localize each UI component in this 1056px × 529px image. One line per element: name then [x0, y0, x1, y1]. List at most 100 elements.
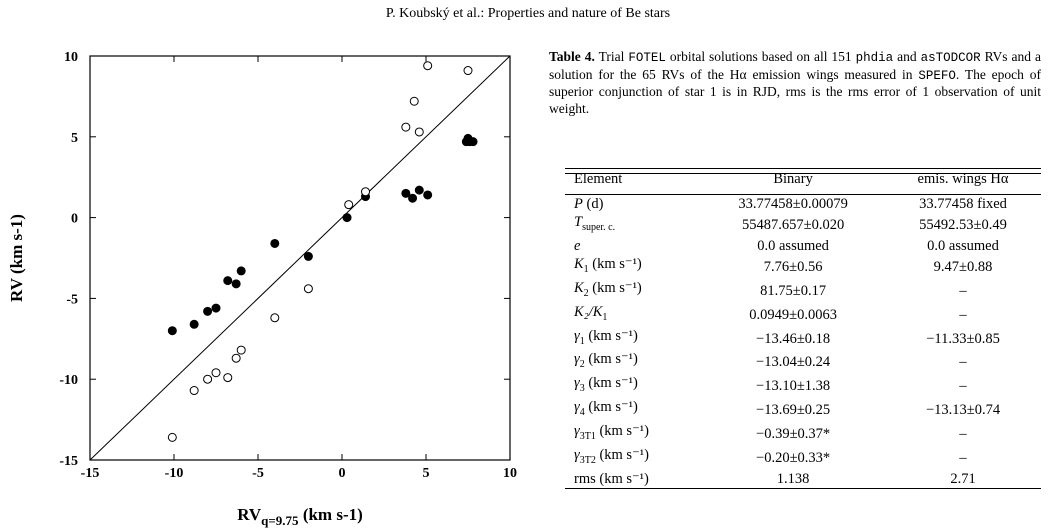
open-point [203, 374, 213, 384]
wings-value: – [959, 378, 967, 395]
filled-point [231, 279, 241, 289]
element-cell: γ1 (km s⁻¹) [565, 327, 701, 351]
element-unit: (km s⁻¹) [584, 351, 638, 368]
element-subscript: 1 [583, 263, 589, 275]
y-tick-label: 0 [71, 212, 78, 227]
caption-label: Table 4. [549, 49, 595, 64]
table-row: P (d) 33.77458±0.00079 33.77458 fixed [565, 195, 1041, 214]
element-symbol: γ [574, 447, 580, 464]
x-tick-label: -5 [252, 466, 264, 481]
filled-point [236, 266, 246, 276]
element-subscript: 1 [602, 311, 608, 323]
open-point [361, 187, 371, 197]
filled-point [270, 238, 280, 248]
caption-code: SPEFO [918, 68, 956, 83]
x-axis-label: RVq=9.75 (km s-1) [237, 505, 363, 528]
binary-value: −0.39±0.37* [756, 426, 831, 443]
column-header-binary: Binary [701, 164, 886, 195]
element-cell: K2 (km s⁻¹) [565, 279, 701, 303]
open-point [303, 284, 313, 294]
wings-value: 55492.53±0.49 [919, 216, 1007, 233]
element-subscript: 3 [579, 383, 585, 395]
caption-text: orbital solutions based on all 151 [665, 49, 856, 64]
filled-point [468, 137, 478, 147]
element-symbol: K₂/K [574, 303, 603, 320]
open-point [223, 373, 233, 383]
caption-code: phdia [855, 51, 894, 65]
x-tick-label: -15 [81, 466, 100, 481]
caption-text: . The epoch of superior conjunction of s… [549, 66, 1041, 116]
open-point [409, 96, 419, 106]
element-subscript: 3T1 [579, 431, 596, 443]
element-cell: γ3 (km s⁻¹) [565, 374, 701, 398]
element-symbol: P [574, 196, 583, 212]
caption-text: and [893, 49, 921, 64]
table-row: K2 (km s⁻¹) 81.75±0.17 – [565, 279, 1041, 303]
table-row: rms (km s⁻¹) 1.138 2.71 [565, 469, 1041, 489]
x-tick-label: 10 [503, 466, 517, 481]
caption-text: Trial [594, 49, 629, 64]
element-unit: (km s⁻¹) [595, 423, 649, 440]
plot-frame [89, 55, 511, 461]
caption-code: asTODCOR [920, 51, 981, 65]
wings-value: 2.71 [885, 469, 1041, 489]
filled-point [211, 303, 221, 313]
y-tick-label: 5 [71, 131, 78, 146]
x-tick-label: 0 [339, 466, 346, 481]
wings-value: 0.0 assumed [927, 237, 999, 254]
open-point [423, 61, 433, 71]
open-point [414, 127, 424, 137]
filled-point [167, 326, 177, 336]
identity-line [89, 55, 511, 461]
binary-value: 55487.657±0.020 [741, 216, 845, 233]
table-row: e 0.0 assumed 0.0 assumed [565, 237, 1041, 255]
binary-value: 0.0 assumed [757, 237, 829, 254]
element-symbol: γ [574, 327, 580, 344]
table-row: γ3T2 (km s⁻¹) −0.20±0.33* – [565, 446, 1041, 470]
open-point [167, 432, 177, 442]
wings-value: 33.77458 fixed [919, 196, 1007, 212]
rv-scatter-plot: -15 -10 -5 0 5 10 -15 -10 -5 0 5 10 RVq=9.75 (km s-1… [7, 50, 517, 528]
filled-point [342, 213, 352, 223]
caption-code: FOTEL [628, 51, 666, 65]
table-row: K₂/K1 0.0949±0.0063 – [565, 303, 1041, 327]
element-cell: γ3T1 (km s⁻¹) [565, 422, 701, 446]
element-unit: (km s⁻¹) [584, 399, 638, 416]
wings-value: – [959, 426, 967, 443]
filled-point [414, 185, 424, 195]
binary-value: 81.75±0.17 [760, 282, 827, 299]
element-unit: (km s⁻¹) [584, 327, 638, 344]
element-unit: (km s⁻¹) [595, 447, 649, 464]
element-cell: K1 (km s⁻¹) [565, 255, 701, 279]
element-cell: P (d) [565, 195, 701, 214]
orbital-solutions-table: Element Binary emis. wings Hα P (d) 33.77… [565, 164, 1041, 489]
element-symbol: γ [574, 375, 580, 392]
element-subscript: 2 [579, 359, 585, 371]
running-header: P. Koubský et al.: Properties and nature… [385, 6, 671, 21]
table-row: K1 (km s⁻¹) 7.76±0.56 9.47±0.88 [565, 255, 1041, 279]
element-subscript: 3T2 [579, 454, 596, 466]
binary-value: −13.46±0.18 [756, 330, 831, 347]
wings-value: −13.13±0.74 [925, 402, 1001, 419]
table-row: Tsuper. c. 55487.657±0.020 55492.53±0.49 [565, 213, 1041, 237]
open-point [344, 200, 354, 210]
y-tick-label: -5 [66, 292, 78, 307]
element-unit: (km s⁻¹) [588, 279, 642, 296]
element-cell: γ4 (km s⁻¹) [565, 398, 701, 422]
element-cell: rms (km s⁻¹) [565, 469, 702, 489]
table-row: γ1 (km s⁻¹) −13.46±0.18 −11.33±0.85 [565, 327, 1041, 351]
open-point [211, 368, 221, 378]
binary-value: 33.77458±0.00079 [738, 196, 848, 212]
binary-value: −13.69±0.25 [756, 402, 831, 419]
table-row: γ3 (km s⁻¹) −13.10±1.38 – [565, 374, 1041, 398]
open-point [463, 66, 473, 76]
wings-value: – [959, 282, 967, 299]
element-symbol: T [574, 214, 583, 230]
filled-point [423, 190, 433, 200]
element-cell: γ3T2 (km s⁻¹) [565, 446, 701, 470]
filled-point [189, 319, 199, 329]
filled-point [203, 306, 213, 316]
element-unit: (km s⁻¹) [584, 375, 638, 392]
element-symbol: γ [574, 351, 580, 368]
y-tick-label: 10 [64, 50, 78, 65]
